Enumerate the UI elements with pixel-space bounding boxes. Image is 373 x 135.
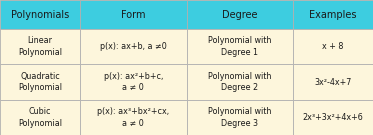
Bar <box>0 100 80 135</box>
Bar <box>0 29 80 64</box>
Text: p(x): ax+b, a ≠0: p(x): ax+b, a ≠0 <box>100 42 167 51</box>
Bar <box>0 0 80 29</box>
Bar <box>80 0 186 29</box>
Bar <box>80 100 186 135</box>
Text: Polynomial with
Degree 1: Polynomial with Degree 1 <box>208 36 271 57</box>
Text: Linear
Polynomial: Linear Polynomial <box>18 36 62 57</box>
Bar <box>186 100 293 135</box>
Text: p(x): ax³+bx²+cx,
a ≠ 0: p(x): ax³+bx²+cx, a ≠ 0 <box>97 107 169 128</box>
Bar <box>186 0 293 29</box>
Bar <box>293 0 373 29</box>
Text: Form: Form <box>121 9 145 20</box>
Bar <box>293 29 373 64</box>
Text: Examples: Examples <box>309 9 357 20</box>
Text: 3x²-4x+7: 3x²-4x+7 <box>314 77 352 87</box>
Bar <box>80 29 186 64</box>
Bar <box>293 64 373 100</box>
Bar <box>186 29 293 64</box>
Text: Polynomial with
Degree 3: Polynomial with Degree 3 <box>208 107 271 128</box>
Text: Polynomials: Polynomials <box>11 9 69 20</box>
Bar <box>293 100 373 135</box>
Text: p(x): ax²+b+c,
a ≠ 0: p(x): ax²+b+c, a ≠ 0 <box>104 72 163 92</box>
Text: Degree: Degree <box>222 9 257 20</box>
Bar <box>80 64 186 100</box>
Text: Quadratic
Polynomial: Quadratic Polynomial <box>18 72 62 92</box>
Text: Polynomial with
Degree 2: Polynomial with Degree 2 <box>208 72 271 92</box>
Text: x + 8: x + 8 <box>322 42 344 51</box>
Text: 2x³+3x²+4x+6: 2x³+3x²+4x+6 <box>303 113 363 122</box>
Bar <box>0 64 80 100</box>
Text: Cubic
Polynomial: Cubic Polynomial <box>18 107 62 128</box>
Bar <box>186 64 293 100</box>
